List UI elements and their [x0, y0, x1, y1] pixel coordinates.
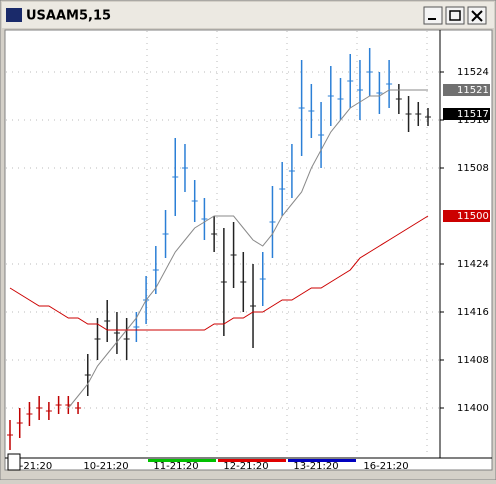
x-tick-label: -21:20 — [20, 461, 52, 472]
close-button[interactable] — [467, 6, 487, 25]
minimize-button[interactable] — [423, 6, 443, 25]
y-tick-label: 11408 — [457, 355, 489, 366]
day-strip — [288, 459, 356, 462]
y-tick-label: 11424 — [457, 259, 489, 270]
y-tick-label: 11508 — [457, 163, 489, 174]
price-tag — [443, 210, 490, 222]
maximize-button[interactable] — [445, 6, 465, 25]
x-tick-label: 11-21:20 — [153, 461, 198, 472]
moving-average — [9, 215, 429, 331]
x-tick-label: 12-21:20 — [223, 461, 268, 472]
price-tag — [443, 108, 490, 120]
day-strip — [218, 459, 286, 462]
x-tick-label: 16-21:20 — [363, 461, 408, 472]
price-tag-label: 11521 — [457, 85, 489, 96]
y-tick-label: 11416 — [457, 307, 489, 318]
y-tick-label: 11400 — [457, 403, 489, 414]
window-title: USAAM5,15 — [26, 9, 111, 24]
price-tag-label: 11500 — [457, 211, 489, 222]
chart-area — [4, 29, 493, 471]
price-tag — [443, 84, 490, 96]
day-strip — [148, 459, 216, 462]
title-bar — [2, 2, 494, 28]
price-tag-label: 11517 — [457, 109, 489, 120]
scroll-box[interactable] — [7, 453, 21, 471]
x-tick-label: 10-21:20 — [83, 461, 128, 472]
y-tick-label: 11516 — [457, 115, 489, 126]
x-tick-label: 13-21:20 — [293, 461, 338, 472]
y-tick-label: 11524 — [457, 67, 489, 78]
moving-average — [67, 89, 428, 409]
app-icon — [6, 8, 22, 22]
